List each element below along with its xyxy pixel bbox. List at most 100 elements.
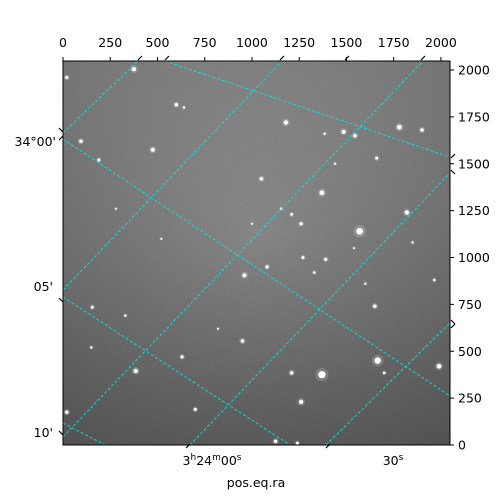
- star-29: [240, 339, 245, 343]
- star-16: [319, 190, 325, 196]
- top-tick-label-5: 1000: [236, 35, 268, 50]
- top-tick-label-7: 1500: [331, 35, 363, 50]
- right-tick-label-9: 2000: [458, 63, 490, 78]
- grid-line-1: [63, 61, 139, 134]
- star-22: [324, 257, 328, 261]
- star-45: [353, 247, 356, 250]
- star-38: [298, 399, 304, 405]
- star-35: [374, 357, 381, 364]
- dec-tick-label-1: 34°00': [15, 134, 57, 149]
- ra-tick-label-2: 30s: [383, 453, 404, 468]
- star-37: [382, 371, 386, 375]
- star-44: [216, 327, 219, 330]
- star-28: [433, 278, 436, 282]
- star-15: [259, 176, 264, 181]
- x-axis-title: pos.eq.ra: [227, 475, 285, 490]
- y-pixel-ticks-right: 0 250 500 750 1000 1250 1500 1750 2000: [450, 63, 490, 453]
- star-11: [323, 132, 326, 135]
- star-4: [150, 147, 155, 152]
- star-32: [133, 368, 138, 374]
- grid-line-2: [63, 61, 283, 291]
- star-31: [180, 355, 184, 359]
- top-tick-label-8: 1750: [378, 35, 410, 50]
- ra-ticks-bottom: 3h24m00s 30s: [183, 443, 404, 468]
- right-tick-label-3: 500: [458, 344, 482, 359]
- star-47: [124, 314, 127, 317]
- star-18: [404, 210, 410, 215]
- star-27: [372, 304, 377, 309]
- top-tick-label-3: 500: [146, 35, 170, 50]
- star-43: [90, 346, 93, 349]
- ra-tick-label-1: 3h24m00s: [183, 453, 242, 468]
- top-tick-label-1: 0: [59, 35, 67, 50]
- star-6: [182, 106, 186, 109]
- grid-line-3: [63, 61, 424, 438]
- star-50: [411, 241, 414, 244]
- star-21: [301, 256, 305, 259]
- grid-line-7: [63, 138, 450, 397]
- star-40: [273, 439, 278, 444]
- star-5: [97, 158, 101, 162]
- star-25: [290, 212, 294, 216]
- star-23: [242, 273, 247, 278]
- star-46: [250, 222, 253, 225]
- star-3: [79, 139, 83, 144]
- star-36: [436, 363, 442, 369]
- star-39: [193, 407, 197, 411]
- star-10: [353, 133, 357, 138]
- right-tick-label-2: 250: [458, 391, 482, 406]
- dec-tick-mark-1: [58, 127, 64, 141]
- right-tick-label-4: 750: [458, 297, 482, 312]
- star-8: [283, 120, 289, 125]
- coordinate-grid: [63, 61, 450, 445]
- right-tick-label-5: 1000: [458, 250, 490, 265]
- dec-tick-mark-2: [58, 297, 64, 303]
- grid-line-9: [63, 422, 106, 445]
- star-12: [396, 124, 402, 130]
- star-42: [64, 410, 69, 414]
- right-tick-label-8: 1750: [458, 109, 490, 124]
- star-1: [65, 75, 69, 80]
- star-48: [364, 282, 367, 285]
- star-14: [375, 156, 379, 160]
- star-17: [356, 227, 364, 235]
- right-tick-label-7: 1500: [458, 156, 490, 171]
- star-33: [289, 371, 294, 375]
- star-2: [131, 66, 137, 72]
- star-49: [334, 162, 337, 165]
- star-34: [318, 371, 326, 379]
- star-13: [420, 128, 424, 132]
- other-tick-marks: [137, 55, 456, 329]
- right-tick-label-6: 1250: [458, 203, 490, 218]
- dec-tick-label-3: 10': [34, 425, 53, 440]
- star-9: [341, 129, 346, 134]
- star-layer: [63, 65, 444, 445]
- star-24: [265, 265, 269, 269]
- dec-tick-label-2: 05': [34, 279, 53, 294]
- star-26: [313, 271, 316, 274]
- top-tick-label-4: 750: [193, 35, 217, 50]
- x-pixel-ticks-top: 0 250 500 750 1000 1250 1500 1750 2000: [59, 35, 457, 61]
- right-tick-label-1: 0: [458, 438, 466, 453]
- grid-line-5: [325, 322, 450, 445]
- plot-area: [62, 60, 451, 446]
- sky-vignette: [63, 61, 450, 445]
- grid-line-4: [189, 172, 450, 445]
- plot-frame: [62, 60, 451, 446]
- star-41: [295, 441, 299, 445]
- dec-ticks-left: 34°00' 05' 10': [15, 127, 64, 440]
- dec-tick-mark-3: [58, 430, 64, 436]
- star-51: [114, 207, 117, 210]
- top-tick-label-9: 2000: [425, 35, 457, 50]
- star-19: [299, 222, 303, 226]
- grid-line-6: [164, 61, 450, 158]
- star-30: [90, 305, 94, 309]
- top-tick-label-2: 250: [98, 35, 122, 50]
- ra-tick-mark-2: [325, 443, 331, 449]
- top-tick-label-6: 1250: [283, 35, 315, 50]
- ra-tick-mark-1: [185, 443, 191, 449]
- star-7: [174, 102, 179, 107]
- grid-line-8: [63, 296, 291, 445]
- star-52: [160, 237, 163, 240]
